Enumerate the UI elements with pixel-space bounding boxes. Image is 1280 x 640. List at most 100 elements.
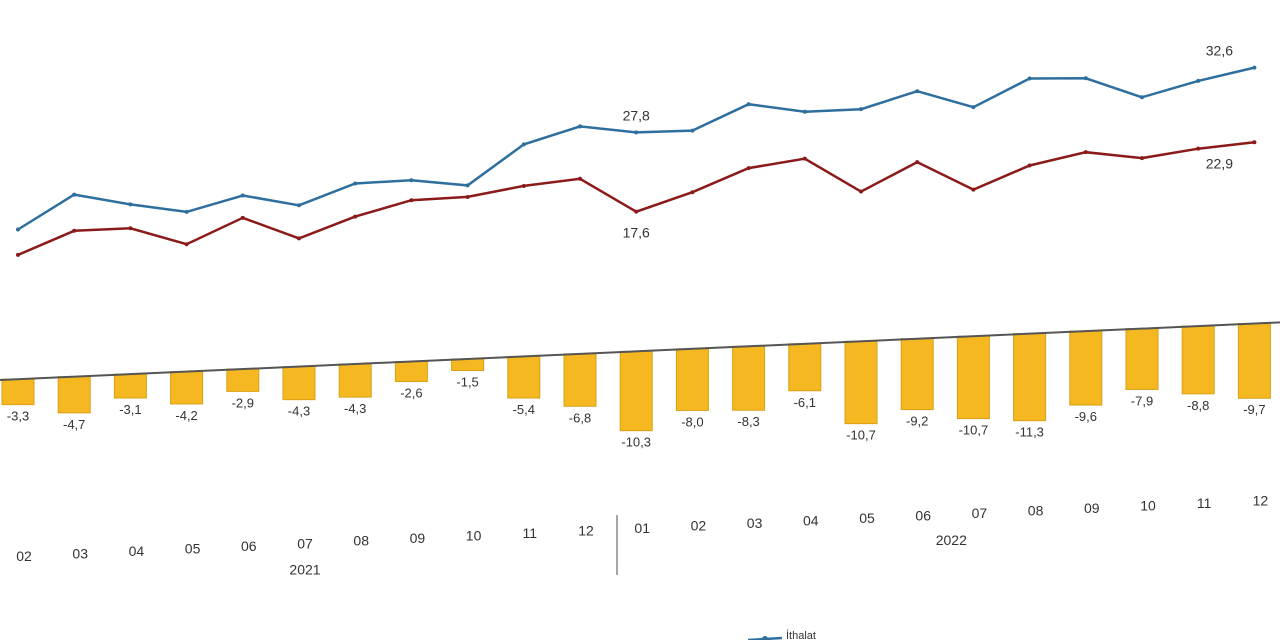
bar-label: -8,8: [1187, 398, 1209, 413]
bar: [1237, 323, 1271, 399]
bar-label: -4,3: [344, 401, 366, 416]
bar-label: -10,7: [959, 423, 989, 438]
line-point: [634, 130, 639, 135]
data-label: 22,9: [1206, 155, 1233, 171]
bar: [956, 335, 990, 420]
line-point: [634, 209, 639, 214]
bar: [282, 366, 316, 401]
line-point: [521, 142, 526, 147]
bar-label: -7,9: [1131, 393, 1153, 408]
line-point: [859, 107, 863, 112]
data-label: 17,6: [623, 225, 650, 241]
bar-label: -6,8: [569, 410, 591, 425]
bar-label: -10,3: [621, 435, 651, 450]
bar-label: -2,6: [400, 386, 422, 401]
line-point: [859, 189, 863, 194]
bar-label: -9,6: [1075, 409, 1097, 424]
line-point: [1252, 65, 1257, 70]
month-label: 12: [578, 523, 594, 539]
legend-imports-marker: [762, 636, 768, 640]
line-point: [1027, 76, 1032, 81]
bar: [507, 355, 541, 399]
bar: [451, 358, 485, 372]
line-point: [1083, 76, 1088, 81]
line-point: [184, 242, 189, 247]
x-axis-line: [0, 321, 1280, 381]
line-point: [521, 183, 526, 188]
line-point: [1196, 78, 1201, 83]
bar: [732, 345, 766, 411]
line-point: [915, 89, 920, 94]
data-label: 32,6: [1206, 43, 1233, 59]
month-label: 02: [16, 548, 32, 564]
month-label: 01: [634, 520, 650, 536]
bar: [900, 338, 934, 411]
line-point: [1252, 140, 1257, 145]
line-point: [1140, 95, 1144, 100]
data-label: 27,8: [623, 107, 650, 123]
year-label: 2021: [289, 561, 320, 577]
bar-label: -8,0: [681, 414, 703, 429]
month-label: 04: [129, 543, 145, 559]
line-point: [802, 156, 807, 161]
bar-label: -9,7: [1243, 402, 1265, 417]
bar: [338, 363, 372, 398]
line-point: [72, 228, 77, 233]
line-point: [240, 193, 245, 198]
line-point: [465, 194, 470, 199]
line-point: [465, 183, 470, 188]
bar: [57, 376, 91, 414]
month-label: 06: [241, 538, 257, 554]
month-label: 02: [691, 518, 707, 534]
line-point: [72, 192, 77, 197]
bar-label: -2,9: [232, 395, 254, 410]
bar: [1, 378, 35, 406]
line-point: [353, 214, 358, 219]
bar-label: -4,3: [288, 404, 310, 419]
line-imports: [17, 66, 1255, 231]
bar-label: -6,1: [794, 395, 816, 410]
line-point: [915, 160, 920, 165]
bar-label: -10,7: [846, 428, 876, 443]
line-point: [690, 128, 695, 133]
line-point: [353, 181, 358, 186]
line-point: [802, 109, 807, 114]
line-point: [297, 236, 301, 241]
month-label: 09: [1084, 500, 1100, 516]
month-label: 03: [747, 515, 763, 531]
bar-label: -4,7: [63, 417, 85, 432]
month-label: 07: [972, 505, 988, 521]
line-point: [297, 203, 301, 208]
month-label: 05: [859, 510, 875, 526]
month-label: 10: [1140, 497, 1156, 513]
bar: [1013, 333, 1047, 422]
bar: [394, 360, 428, 383]
month-label: 08: [1028, 502, 1044, 518]
bar-label: -5,4: [513, 402, 535, 417]
line-point: [578, 176, 582, 181]
line-point: [1196, 146, 1201, 151]
line-point: [971, 105, 976, 110]
line-point: [184, 209, 189, 214]
month-label: 08: [353, 533, 369, 549]
line-point: [971, 187, 976, 192]
month-label: 11: [523, 525, 538, 541]
line-point: [578, 124, 582, 129]
bar: [1181, 325, 1215, 395]
month-label: 03: [72, 545, 88, 561]
bar-label: -4,2: [175, 408, 197, 423]
month-label: 09: [410, 530, 426, 546]
line-point: [128, 202, 133, 207]
bar-label: -1,5: [456, 375, 478, 390]
line-point: [409, 198, 414, 203]
bar-label: -3,1: [119, 402, 141, 417]
month-label: 11: [1197, 495, 1212, 511]
bar: [113, 373, 147, 399]
bar-label: -11,3: [1015, 425, 1044, 440]
bar: [788, 343, 822, 392]
line-point: [690, 190, 695, 195]
line-point: [1083, 150, 1088, 155]
bar-label: -9,2: [906, 414, 928, 429]
bar: [844, 340, 878, 425]
